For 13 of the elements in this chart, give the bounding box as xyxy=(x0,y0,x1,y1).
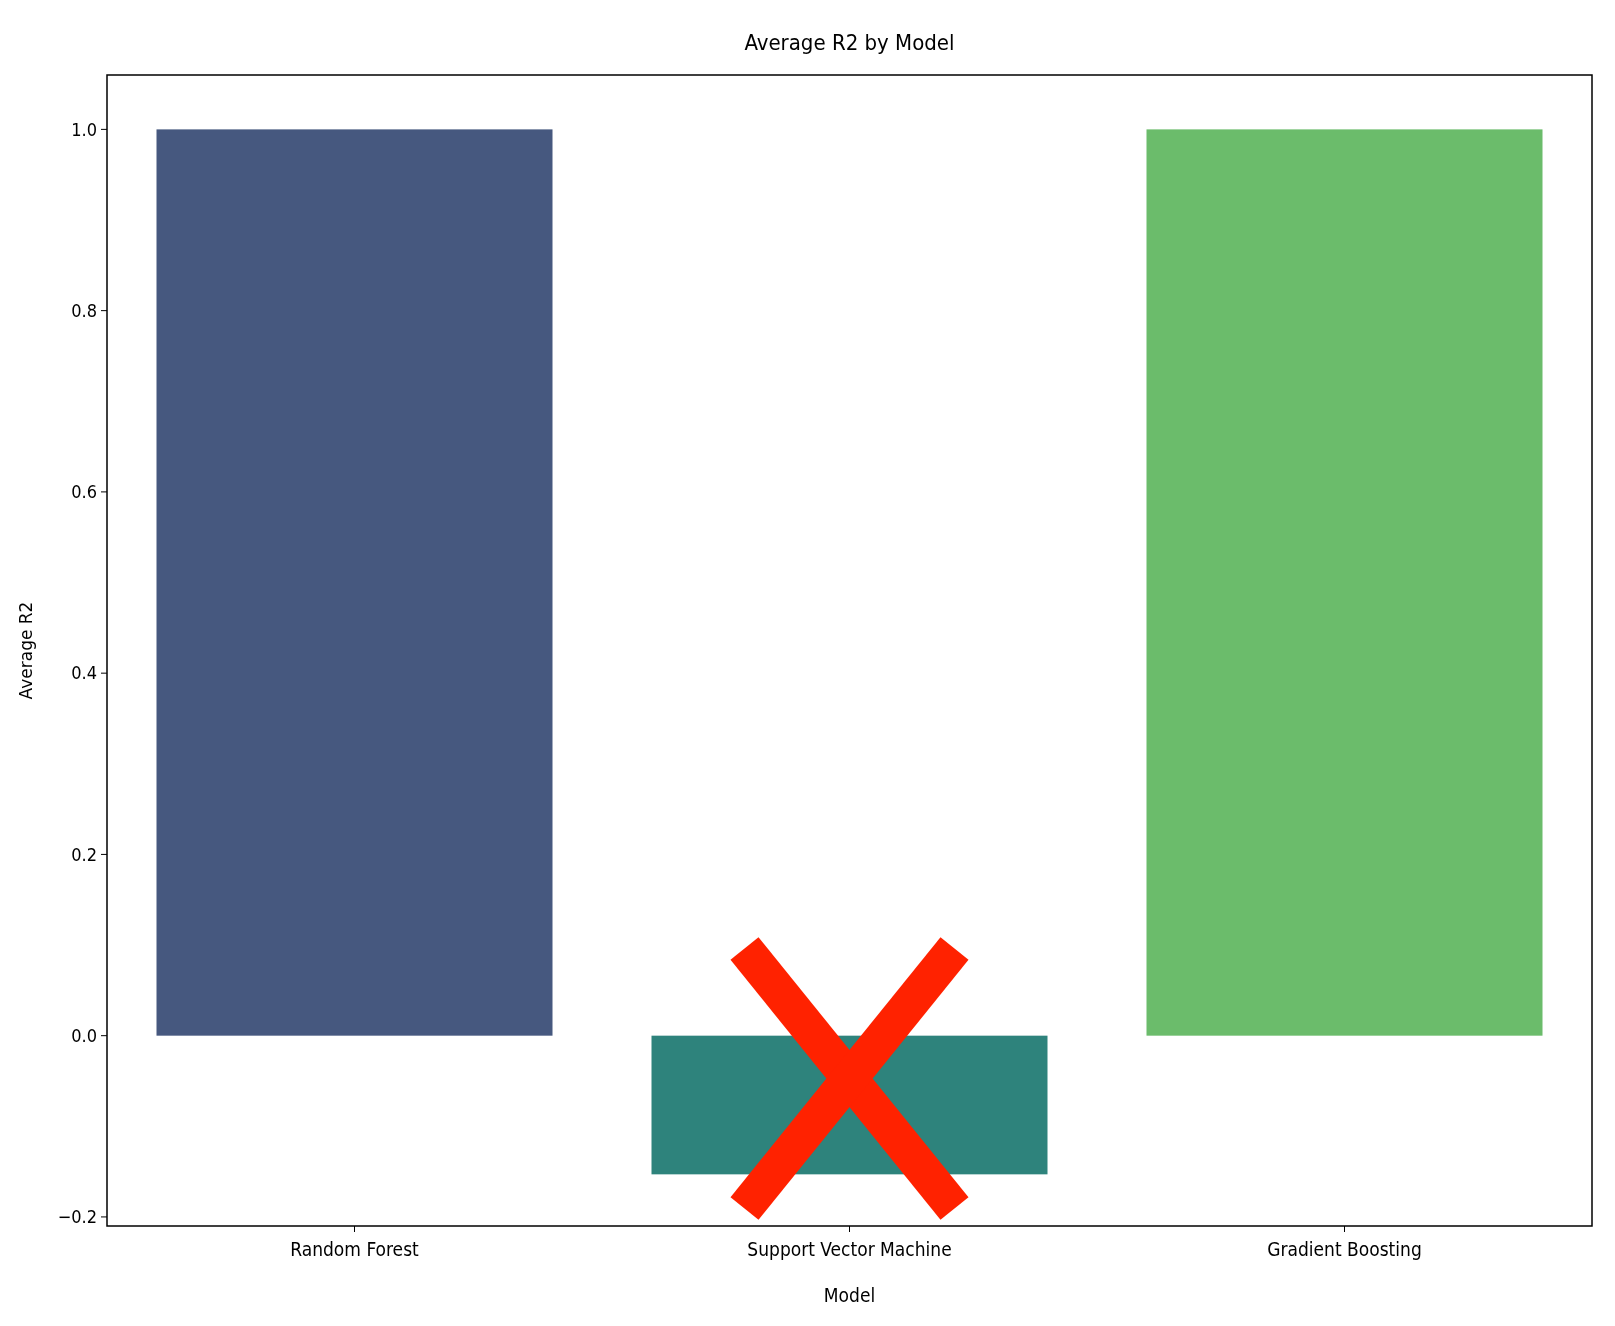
y-tick-label: 0.4 xyxy=(71,662,97,684)
y-tick-label: 0.8 xyxy=(71,299,97,321)
y-tick-label: 1.0 xyxy=(71,118,97,140)
y-axis-title: Average R2 xyxy=(16,601,36,700)
x-tick-label: Random Forest xyxy=(290,1238,420,1260)
x-tick-label: Support Vector Machine xyxy=(747,1238,952,1260)
y-tick-label: 0.2 xyxy=(71,843,97,865)
x-axis-title: Model xyxy=(823,1284,876,1306)
y-tick-label: −0.2 xyxy=(57,1206,97,1228)
y-tick-label: 0.6 xyxy=(71,481,97,503)
chart-title: Average R2 by Model xyxy=(744,30,955,55)
x-tick-label: Gradient Boosting xyxy=(1267,1238,1422,1260)
y-tick-label: 0.0 xyxy=(71,1024,97,1046)
